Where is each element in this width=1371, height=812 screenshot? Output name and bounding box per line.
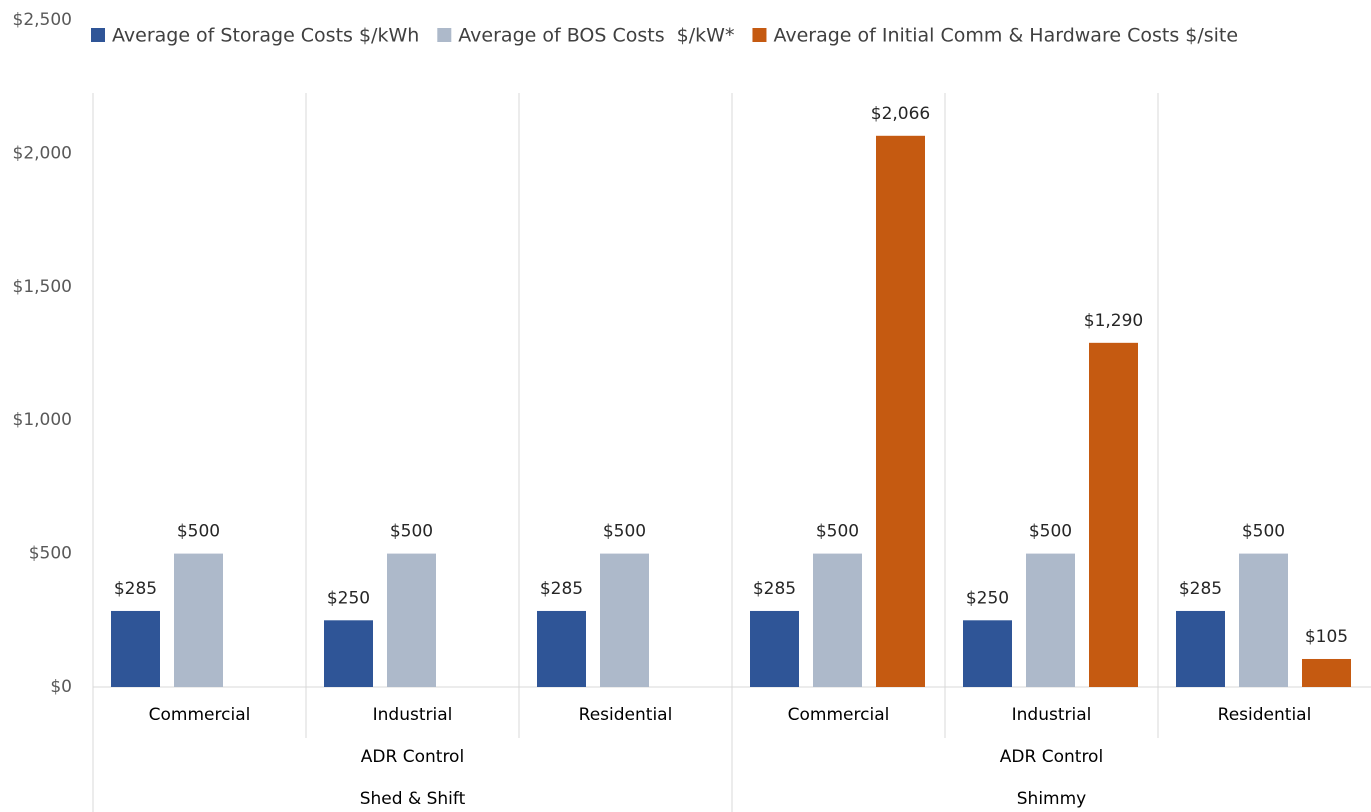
bar (963, 620, 1012, 687)
legend-label: Average of BOS Costs $/kW* (458, 25, 734, 47)
bar (1176, 610, 1225, 687)
legend-label: Average of Storage Costs $/kWh (112, 25, 419, 47)
data-label: $500 (1029, 522, 1072, 542)
data-label: $500 (603, 522, 646, 542)
x-tick-label: Residential (1218, 705, 1312, 725)
bar (750, 610, 799, 687)
data-label: $285 (540, 579, 583, 599)
bar (537, 610, 586, 687)
bar (387, 553, 436, 687)
y-tick-label: $0 (50, 677, 72, 697)
data-label: $285 (114, 579, 157, 599)
y-tick-label: $500 (29, 544, 72, 564)
x-tick-label: Industrial (1012, 705, 1092, 725)
x-tick-label: Industrial (373, 705, 453, 725)
data-label: $285 (753, 579, 796, 599)
data-label: $1,290 (1084, 311, 1143, 331)
bar (174, 553, 223, 687)
data-label: $500 (816, 522, 859, 542)
group-label: Shed & Shift (360, 789, 466, 809)
bar (876, 135, 925, 687)
bar (1302, 658, 1351, 687)
subgroup-label: ADR Control (361, 747, 464, 767)
data-label: $250 (966, 588, 1009, 608)
bar (1089, 342, 1138, 687)
bar (813, 553, 862, 687)
y-tick-label: $1,500 (13, 277, 72, 297)
data-label: $2,066 (871, 104, 930, 124)
data-label: $285 (1179, 579, 1222, 599)
bar (324, 620, 373, 687)
x-tick-label: Residential (579, 705, 673, 725)
y-tick-label: $2,000 (13, 143, 72, 163)
x-tick-label: Commercial (788, 705, 890, 725)
group-label: Shimmy (1017, 789, 1086, 809)
bar (600, 553, 649, 687)
data-label: $500 (1242, 522, 1285, 542)
x-tick-label: Commercial (149, 705, 251, 725)
data-label: $500 (390, 522, 433, 542)
legend-label: Average of Initial Comm & Hardware Costs… (773, 25, 1238, 47)
legend-swatch (437, 28, 452, 42)
data-label: $250 (327, 588, 370, 608)
data-label: $500 (177, 522, 220, 542)
y-tick-label: $2,500 (13, 10, 72, 30)
y-tick-label: $1,000 (13, 410, 72, 430)
bar (1239, 553, 1288, 687)
data-label: $105 (1305, 627, 1348, 647)
legend-swatch (752, 28, 767, 42)
bar (1026, 553, 1075, 687)
subgroup-label: ADR Control (1000, 747, 1103, 767)
bar (111, 610, 160, 687)
legend-swatch (91, 28, 105, 42)
